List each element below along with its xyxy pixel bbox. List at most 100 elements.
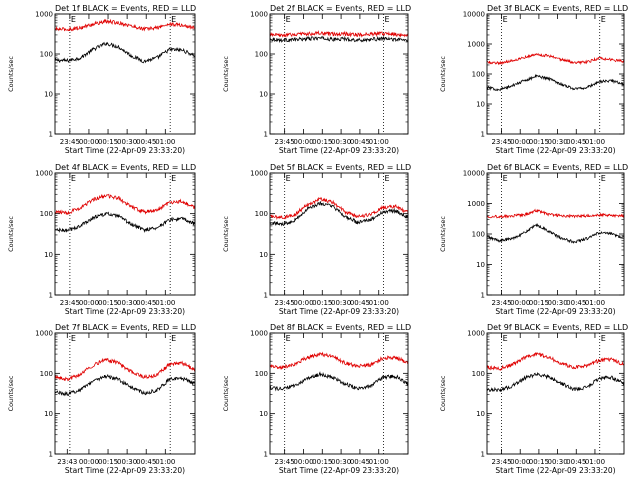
x-tick-label: 00:45 (350, 138, 370, 146)
x-tick-label: 00:15 (529, 458, 549, 466)
x-tick-label: 00:30 (547, 138, 567, 146)
x-tick-label: 23:43 (57, 458, 77, 466)
y-tick-label: 1000 (250, 330, 268, 338)
saa-marker-label: E (601, 334, 606, 343)
x-tick-label: 01:00 (585, 299, 605, 307)
x-tick-label: 00:15 (98, 458, 118, 466)
x-tick-label: 01:00 (155, 299, 175, 307)
y-axis-label: Counts/sec (7, 216, 15, 252)
lld-series-line (269, 196, 409, 221)
panel-title: Det 7f BLACK = Events, RED = LLD (55, 323, 196, 332)
x-axis-label: Start Time (22-Apr-09 23:33:20) (65, 146, 185, 155)
x-tick-label: 00:45 (136, 299, 156, 307)
y-axis-label: Counts/sec (439, 216, 447, 252)
saa-marker-label: E (71, 174, 76, 183)
x-tick-label: 01:00 (155, 458, 175, 466)
saa-marker-label: E (171, 15, 176, 24)
x-tick-label: 00:30 (331, 458, 351, 466)
events-series-line (54, 211, 196, 234)
plot-frame (54, 332, 196, 455)
x-tick-label: 00:15 (312, 458, 332, 466)
detector-panel: Det 3f BLACK = Events, RED = LLD Counts/s… (439, 4, 628, 155)
y-axis-label: Counts/sec (7, 56, 15, 92)
saa-marker-label: E (385, 334, 390, 343)
x-tick-label: 01:00 (585, 138, 605, 146)
x-tick-label: 00:00 (510, 458, 530, 466)
y-tick-label: 10 (44, 251, 53, 259)
x-tick-label: 01:00 (585, 458, 605, 466)
x-tick-label: 00:00 (293, 299, 313, 307)
events-series-line (54, 41, 196, 64)
x-tick-label: 01:00 (369, 458, 389, 466)
lld-series-line (54, 193, 196, 215)
lld-series-line (486, 52, 625, 66)
panel-title: Det 5f BLACK = Events, RED = LLD (270, 163, 411, 172)
x-tick-label: 00:15 (98, 299, 118, 307)
y-tick-label: 1000 (35, 330, 53, 338)
x-tick-label: 01:00 (369, 138, 389, 146)
x-tick-label: 00:15 (312, 138, 332, 146)
y-tick-label: 1 (264, 131, 268, 139)
y-tick-label: 1 (264, 292, 268, 300)
x-axis-label: Start Time (22-Apr-09 23:33:20) (279, 146, 399, 155)
y-tick-label: 100 (40, 210, 53, 218)
x-tick-label: 00:00 (293, 458, 313, 466)
y-tick-label: 10 (44, 410, 53, 418)
y-tick-label: 1000 (35, 170, 53, 178)
x-tick-label: 00:30 (117, 458, 137, 466)
y-tick-label: 1000 (467, 330, 485, 338)
y-tick-label: 100 (255, 370, 268, 378)
y-tick-label: 1 (264, 451, 268, 459)
y-axis-label: Counts/sec (222, 216, 230, 252)
y-tick-label: 100 (472, 370, 485, 378)
x-tick-label: 00:15 (529, 299, 549, 307)
lld-series-line (486, 208, 625, 219)
panel-title: Det 9f BLACK = Events, RED = LLD (487, 323, 628, 332)
x-axis-label: Start Time (22-Apr-09 23:33:20) (495, 466, 615, 475)
saa-marker-label: E (385, 15, 390, 24)
saa-marker-label: E (503, 174, 508, 183)
x-axis-label: Start Time (22-Apr-09 23:33:20) (279, 466, 399, 475)
events-series-line (486, 223, 625, 244)
x-axis-label: Start Time (22-Apr-09 23:33:20) (65, 307, 185, 316)
y-tick-label: 1 (49, 451, 53, 459)
x-tick-label: 00:00 (79, 138, 99, 146)
detector-panel: Det 4f BLACK = Events, RED = LLD Counts/s… (7, 163, 196, 316)
detector-panel: Det 2f BLACK = Events, RED = LLD Counts/s… (222, 4, 411, 155)
panel-title: Det 4f BLACK = Events, RED = LLD (55, 163, 196, 172)
y-tick-label: 100 (472, 231, 485, 239)
x-tick-label: 00:30 (331, 138, 351, 146)
x-tick-label: 00:30 (331, 299, 351, 307)
saa-marker-label: E (71, 15, 76, 24)
x-tick-label: 00:45 (566, 458, 586, 466)
events-series-line (486, 371, 625, 393)
events-series-line (486, 73, 625, 92)
y-tick-label: 1000 (467, 41, 485, 49)
y-tick-label: 100 (40, 370, 53, 378)
detector-panel: Det 8f BLACK = Events, RED = LLD Counts/s… (222, 323, 411, 475)
y-tick-label: 10 (259, 91, 268, 99)
saa-marker-label: E (286, 15, 291, 24)
plot-frame (269, 332, 409, 455)
plot-frame (486, 13, 625, 135)
x-tick-label: 23:45 (491, 299, 511, 307)
x-axis-label: Start Time (22-Apr-09 23:33:20) (495, 146, 615, 155)
x-tick-label: 00:30 (117, 138, 137, 146)
x-tick-label: 00:45 (136, 138, 156, 146)
x-tick-label: 00:00 (510, 299, 530, 307)
y-tick-label: 1000 (467, 200, 485, 208)
y-axis-label: Counts/sec (439, 56, 447, 92)
events-series-line (54, 373, 196, 397)
x-tick-label: 00:30 (547, 299, 567, 307)
saa-marker-label: E (503, 15, 508, 24)
plot-frame (269, 13, 409, 135)
plot-frame (54, 172, 196, 296)
x-tick-label: 23:45 (491, 138, 511, 146)
saa-marker-label: E (286, 174, 291, 183)
saa-marker-label: E (385, 174, 390, 183)
x-tick-label: 00:45 (136, 458, 156, 466)
x-tick-label: 23:45 (275, 458, 295, 466)
y-tick-label: 10000 (463, 11, 485, 19)
y-tick-label: 1000 (250, 11, 268, 19)
